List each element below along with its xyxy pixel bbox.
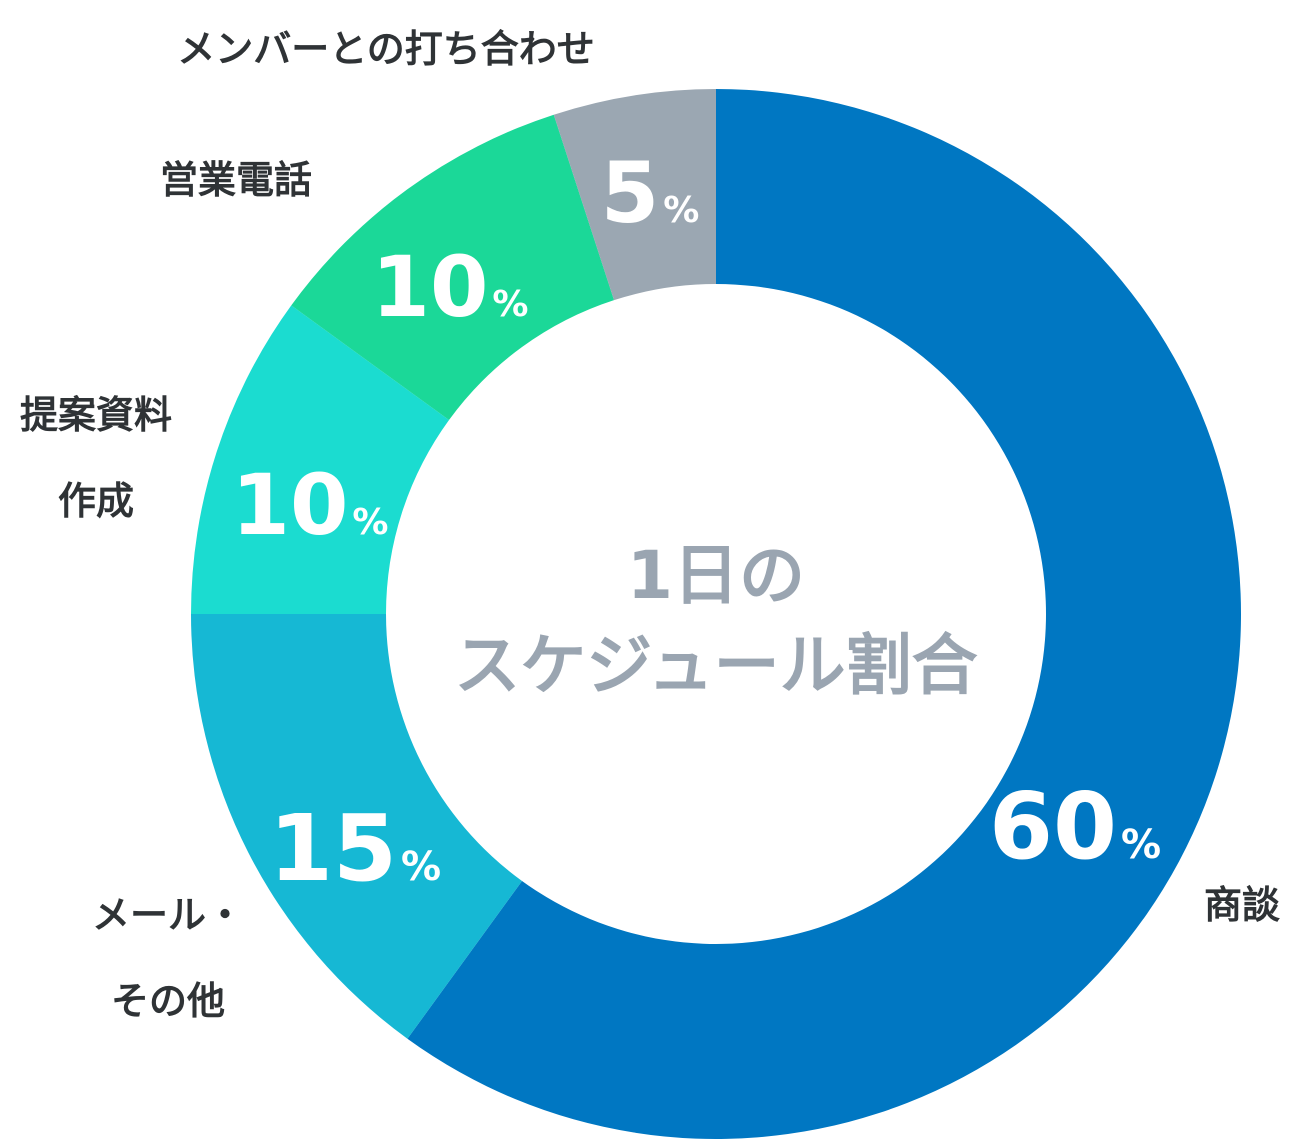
slice-category-label-3: 営業電話 — [160, 158, 312, 202]
slice-1 — [191, 614, 523, 1039]
slice-4 — [553, 89, 716, 301]
chart-center-title: 1日のスケジュール割合 — [454, 537, 977, 704]
percent-labels: 60 % 15 % 10 % 10 % 5% — [232, 144, 1162, 902]
slice-3 — [291, 114, 615, 421]
slice-category-label-4: メンバーとの打ち合わせ — [177, 27, 595, 71]
slice-value-label-2: 10% — [232, 456, 389, 554]
slice-2 — [191, 305, 450, 614]
chart-slices — [191, 89, 1242, 1139]
slice-value-label-4: 5% — [601, 144, 700, 242]
slice-value-label-0: 60% — [989, 773, 1161, 880]
slice-value-label-1: 15% — [269, 795, 441, 902]
category-labels: 商談 メール・その他 提案資料作成 営業電話 メンバーとの打ち合わせ — [20, 27, 1280, 1023]
slice-value-label-3: 10% — [372, 238, 529, 336]
center-title: 1日のスケジュール割合 — [454, 537, 977, 704]
slice-0 — [407, 89, 1242, 1139]
slice-category-label-1: メール・その他 — [92, 893, 244, 1023]
slice-category-label-2: 提案資料作成 — [20, 393, 172, 523]
slice-category-label-0: 商談 — [1204, 883, 1280, 927]
